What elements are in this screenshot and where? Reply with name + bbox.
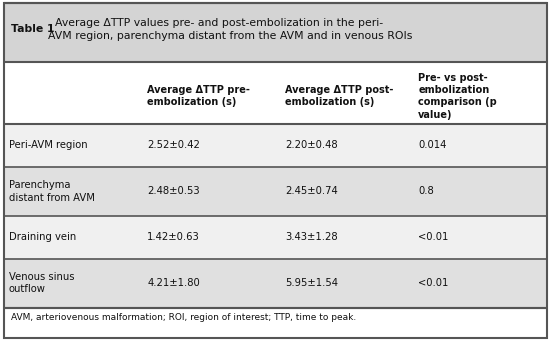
Text: 4.21±1.80: 4.21±1.80 [147,278,200,288]
Text: 2.48±0.53: 2.48±0.53 [147,187,199,196]
Text: 1.42±0.63: 1.42±0.63 [147,232,200,242]
Bar [4,3,547,62]
Text: 0.014: 0.014 [418,140,446,150]
Text: Draining vein: Draining vein [9,232,76,242]
Text: 2.52±0.42: 2.52±0.42 [147,140,200,150]
Text: 5.95±1.54: 5.95±1.54 [285,278,338,288]
Text: Parenchyma
distant from AVM: Parenchyma distant from AVM [9,180,95,203]
Text: 3.43±1.28: 3.43±1.28 [285,232,338,242]
Text: <0.01: <0.01 [418,278,449,288]
Text: Table 1: Table 1 [11,24,55,34]
Text: 2.45±0.74: 2.45±0.74 [285,187,338,196]
Text: 2.20±0.48: 2.20±0.48 [285,140,338,150]
Bar [4,124,547,167]
Text: <0.01: <0.01 [418,232,449,242]
Text: AVM, arteriovenous malformation; ROI, region of interest; TTP, time to peak.: AVM, arteriovenous malformation; ROI, re… [11,313,356,322]
Bar [4,167,547,216]
Text: Venous sinus
outflow: Venous sinus outflow [9,272,74,295]
Text: Pre- vs post-
embolization
comparison (p
value): Pre- vs post- embolization comparison (p… [418,73,497,120]
Bar [4,62,547,124]
Bar [4,308,547,338]
Text: Average ΔTTP post-
embolization (s): Average ΔTTP post- embolization (s) [285,85,394,107]
Text: 0.8: 0.8 [418,187,434,196]
Text: Peri-AVM region: Peri-AVM region [9,140,88,150]
Text: Average ΔTTP pre-
embolization (s): Average ΔTTP pre- embolization (s) [147,85,250,107]
Bar [4,216,547,259]
Text: Average ΔTTP values pre- and post-embolization in the peri-
AVM region, parenchy: Average ΔTTP values pre- and post-emboli… [48,18,413,41]
Bar [4,259,547,308]
